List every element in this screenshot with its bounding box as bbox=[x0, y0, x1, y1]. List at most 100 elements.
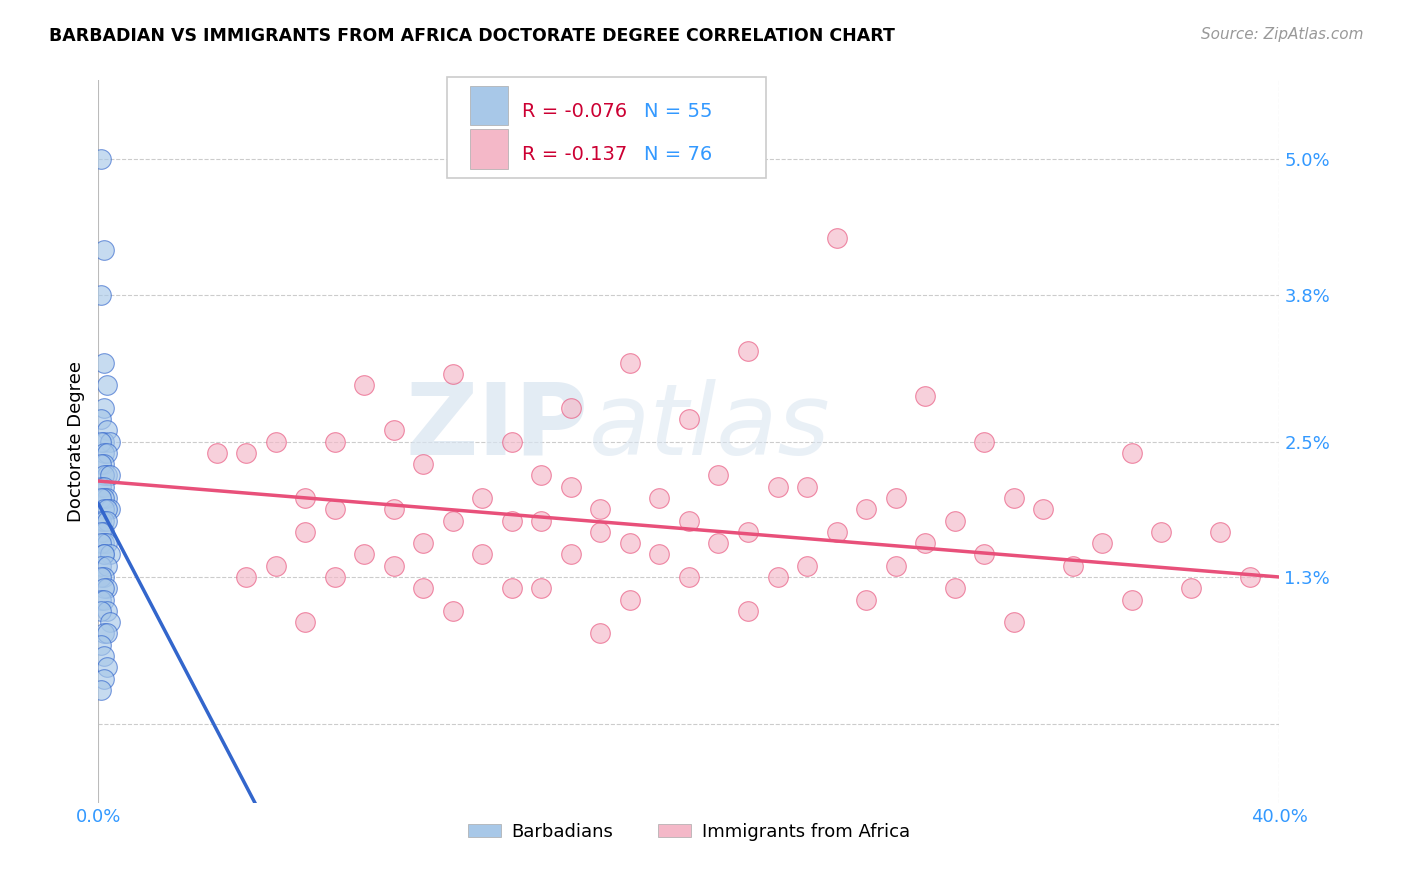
Point bbox=[1150, 524, 1173, 539]
Point bbox=[678, 412, 700, 426]
Point bbox=[90, 480, 112, 494]
Point bbox=[648, 548, 671, 562]
Point bbox=[323, 434, 346, 449]
Point bbox=[93, 468, 115, 483]
Text: R = -0.076: R = -0.076 bbox=[523, 102, 627, 121]
Point bbox=[501, 514, 523, 528]
Point bbox=[264, 558, 287, 573]
Y-axis label: Doctorate Degree: Doctorate Degree bbox=[66, 361, 84, 522]
Text: N = 76: N = 76 bbox=[644, 145, 713, 164]
Point bbox=[1180, 582, 1202, 596]
Point bbox=[98, 468, 121, 483]
Point bbox=[353, 548, 375, 562]
Point bbox=[382, 423, 405, 437]
Text: BARBADIAN VS IMMIGRANTS FROM AFRICA DOCTORATE DEGREE CORRELATION CHART: BARBADIAN VS IMMIGRANTS FROM AFRICA DOCT… bbox=[49, 27, 896, 45]
Point bbox=[98, 502, 121, 516]
Point bbox=[884, 491, 907, 505]
Point bbox=[93, 672, 115, 686]
Point bbox=[412, 582, 434, 596]
Point bbox=[589, 626, 612, 640]
Point bbox=[90, 412, 112, 426]
Point bbox=[589, 502, 612, 516]
Point bbox=[412, 536, 434, 550]
Point bbox=[323, 570, 346, 584]
Point bbox=[855, 502, 877, 516]
Point bbox=[96, 582, 118, 596]
Point bbox=[619, 536, 641, 550]
Point bbox=[294, 524, 316, 539]
Point bbox=[96, 468, 118, 483]
Point bbox=[90, 604, 112, 618]
Point bbox=[96, 626, 118, 640]
Point bbox=[93, 548, 115, 562]
Point bbox=[90, 153, 112, 167]
Point bbox=[90, 457, 112, 471]
Point bbox=[90, 491, 112, 505]
Point bbox=[93, 243, 115, 257]
Point bbox=[323, 502, 346, 516]
Point bbox=[93, 355, 115, 369]
Point bbox=[766, 570, 789, 584]
Point bbox=[90, 536, 112, 550]
Point bbox=[648, 491, 671, 505]
Point bbox=[796, 480, 818, 494]
Point bbox=[96, 536, 118, 550]
Point bbox=[96, 446, 118, 460]
Point bbox=[93, 491, 115, 505]
Point bbox=[560, 401, 582, 415]
Point bbox=[471, 548, 494, 562]
Point bbox=[530, 514, 553, 528]
Point bbox=[93, 592, 115, 607]
Point bbox=[93, 502, 115, 516]
Point bbox=[441, 367, 464, 381]
Point bbox=[973, 434, 995, 449]
Point bbox=[1209, 524, 1232, 539]
Point bbox=[589, 524, 612, 539]
Point bbox=[90, 434, 112, 449]
Point bbox=[796, 558, 818, 573]
Point bbox=[619, 355, 641, 369]
Point bbox=[96, 660, 118, 674]
Point bbox=[93, 570, 115, 584]
Point bbox=[264, 434, 287, 449]
Text: ZIP: ZIP bbox=[406, 378, 589, 475]
Point bbox=[90, 570, 112, 584]
Point bbox=[914, 389, 936, 403]
Point bbox=[943, 582, 966, 596]
Point bbox=[707, 468, 730, 483]
Point bbox=[235, 570, 257, 584]
Point bbox=[707, 536, 730, 550]
Point bbox=[737, 604, 759, 618]
Point bbox=[1121, 446, 1143, 460]
Point bbox=[973, 548, 995, 562]
Point bbox=[96, 423, 118, 437]
Point bbox=[96, 378, 118, 392]
Point bbox=[766, 480, 789, 494]
Point bbox=[1062, 558, 1084, 573]
Point bbox=[98, 615, 121, 630]
Point bbox=[205, 446, 228, 460]
Point bbox=[90, 524, 112, 539]
Point bbox=[1032, 502, 1054, 516]
Point bbox=[96, 558, 118, 573]
Point bbox=[1239, 570, 1261, 584]
Point bbox=[90, 514, 112, 528]
Point bbox=[441, 604, 464, 618]
Point bbox=[678, 570, 700, 584]
Point bbox=[96, 514, 118, 528]
Point bbox=[530, 582, 553, 596]
Point bbox=[93, 457, 115, 471]
Point bbox=[353, 378, 375, 392]
Point bbox=[93, 582, 115, 596]
Point bbox=[471, 491, 494, 505]
Point bbox=[382, 558, 405, 573]
Point bbox=[855, 592, 877, 607]
Point bbox=[530, 468, 553, 483]
Point bbox=[382, 502, 405, 516]
Point bbox=[501, 434, 523, 449]
Point bbox=[98, 548, 121, 562]
Point bbox=[96, 491, 118, 505]
Point bbox=[96, 502, 118, 516]
Point bbox=[825, 524, 848, 539]
Text: atlas: atlas bbox=[589, 378, 830, 475]
